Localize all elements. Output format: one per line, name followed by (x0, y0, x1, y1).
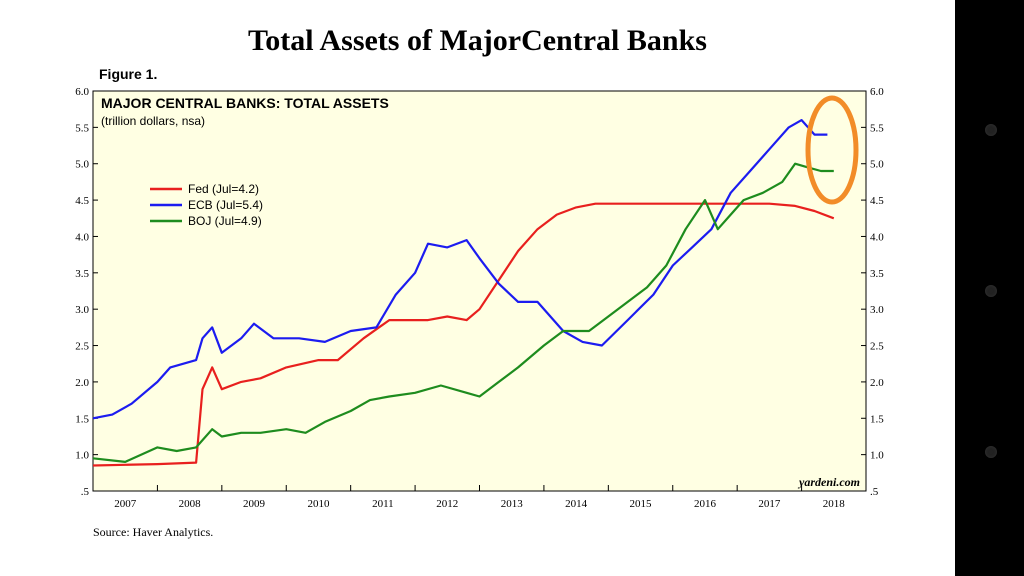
y-tick-label: 5.0 (870, 159, 884, 171)
plot-area (92, 90, 867, 492)
x-tick-label: 2014 (565, 498, 588, 510)
y-tick-label: .5 (81, 486, 90, 498)
dot-icon[interactable] (985, 446, 997, 458)
y-tick-label: 3.0 (870, 304, 884, 316)
y-tick-label: 2.5 (75, 341, 89, 353)
boj-line (92, 162, 834, 463)
x-tick-label: 2007 (114, 498, 137, 510)
chart-subtitle: (trillion dollars, nsa) (101, 114, 205, 128)
y-tick-label: 3.5 (870, 268, 884, 280)
y-tick-label: 1.0 (75, 450, 89, 462)
y-tick-label: 3.5 (75, 268, 89, 280)
y-tick-label: 6.0 (75, 86, 89, 98)
x-tick-label: 2010 (307, 498, 330, 510)
x-tick-label: 2009 (243, 498, 266, 510)
y-tick-label: 4.0 (75, 231, 89, 243)
x-tick-label: 2017 (758, 498, 781, 510)
x-tick-label: 2011 (372, 498, 394, 510)
y-tick-label: 1.5 (870, 413, 884, 425)
y-tick-label: 2.0 (870, 377, 884, 389)
y-tick-label: 4.5 (870, 195, 884, 207)
y-tick-label: 4.5 (75, 195, 89, 207)
dot-icon[interactable] (985, 124, 997, 136)
x-tick-label: 2016 (694, 498, 717, 510)
x-tick-label: 2018 (823, 498, 846, 510)
legend: Fed (Jul=4.2) ECB (Jul=5.4) BOJ (Jul=4.9) (150, 182, 263, 228)
dot-icon[interactable] (985, 285, 997, 297)
slide-title: Total Assets of MajorCentral Banks (248, 24, 707, 57)
legend-label: Fed (Jul=4.2) (188, 182, 259, 196)
y-tick-label: 2.5 (870, 341, 884, 353)
series-lines (92, 118, 835, 467)
y-axis-right: 6.0 5.5 5.0 4.5 4.0 3.5 3.0 2.5 2.0 1.5 1.0 .5 (861, 86, 884, 498)
legend-label: BOJ (Jul=4.9) (188, 214, 262, 228)
y-tick-label: 5.5 (75, 122, 89, 134)
chart-title: MAJOR CENTRAL BANKS: TOTAL ASSETS (101, 95, 389, 111)
y-tick-label: 2.0 (75, 377, 89, 389)
x-tick-label: 2015 (630, 498, 653, 510)
side-panel (955, 0, 1024, 576)
y-tick-label: 5.0 (75, 159, 89, 171)
y-tick-label: .5 (870, 486, 879, 498)
y-axis-left: 6.0 5.5 5.0 4.5 4.0 3.5 3.0 2.5 2.0 1.5 1.0 .5 (75, 86, 98, 498)
x-tick-label: 2012 (436, 498, 458, 510)
legend-label: ECB (Jul=5.4) (188, 198, 263, 212)
fed-line (92, 202, 835, 467)
y-tick-label: 5.5 (870, 122, 884, 134)
highlight-circle (805, 95, 859, 205)
y-tick-label: 3.0 (75, 304, 89, 316)
x-tick-label: 2008 (179, 498, 202, 510)
y-tick-label: 1.0 (870, 450, 884, 462)
source-note: Source: Haver Analytics. (93, 525, 214, 539)
y-tick-label: 4.0 (870, 231, 884, 243)
x-axis: 2007 2008 2009 2010 2011 2012 2013 2014 2015 2016… (92, 485, 867, 510)
chart-credit: yardeni.com (797, 475, 860, 489)
y-tick-label: 6.0 (870, 86, 884, 98)
ecb-line (92, 118, 828, 420)
x-tick-label: 2013 (501, 498, 524, 510)
y-tick-label: 1.5 (75, 413, 89, 425)
figure-label: Figure 1. (99, 66, 158, 82)
